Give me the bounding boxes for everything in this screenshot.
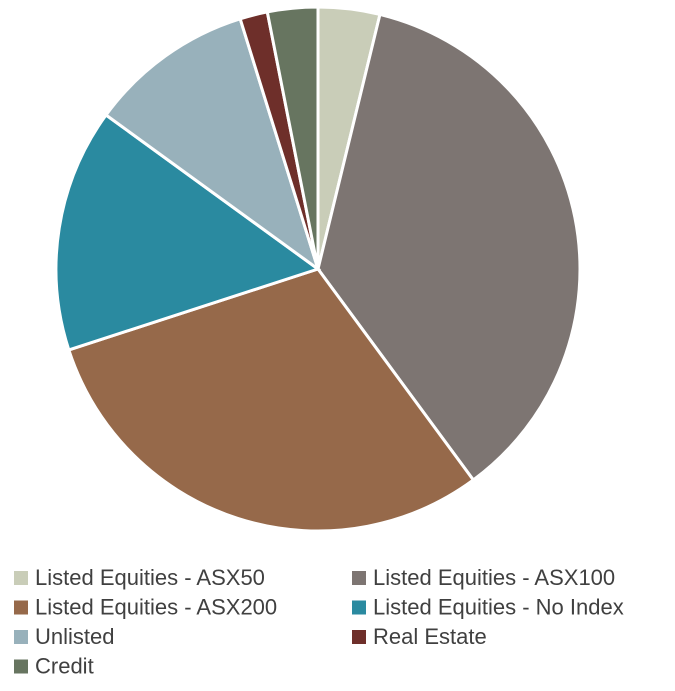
legend-swatch bbox=[352, 630, 366, 644]
legend-label: Listed Equities - ASX100 bbox=[373, 565, 615, 590]
pie-slice bbox=[66, 267, 476, 533]
legend-swatch bbox=[14, 600, 28, 615]
legend-label: Listed Equities - No Index bbox=[373, 594, 624, 619]
legend-swatch bbox=[352, 571, 366, 585]
legend-swatch bbox=[352, 600, 366, 615]
legend-label: Real Estate bbox=[373, 624, 487, 649]
legend-swatch bbox=[14, 630, 28, 644]
legend-label: Listed Equities - ASX50 bbox=[35, 565, 265, 590]
legend-label: Credit bbox=[35, 653, 94, 678]
pie-slice bbox=[54, 112, 322, 352]
legend-swatch bbox=[14, 659, 28, 674]
legend-swatch bbox=[14, 571, 28, 585]
pie-slice bbox=[265, 5, 320, 270]
legend-label: Unlisted bbox=[35, 624, 114, 649]
pie-slice bbox=[103, 16, 321, 273]
legend-label: Listed Equities - ASX200 bbox=[35, 594, 277, 619]
pie-slice bbox=[316, 12, 582, 483]
